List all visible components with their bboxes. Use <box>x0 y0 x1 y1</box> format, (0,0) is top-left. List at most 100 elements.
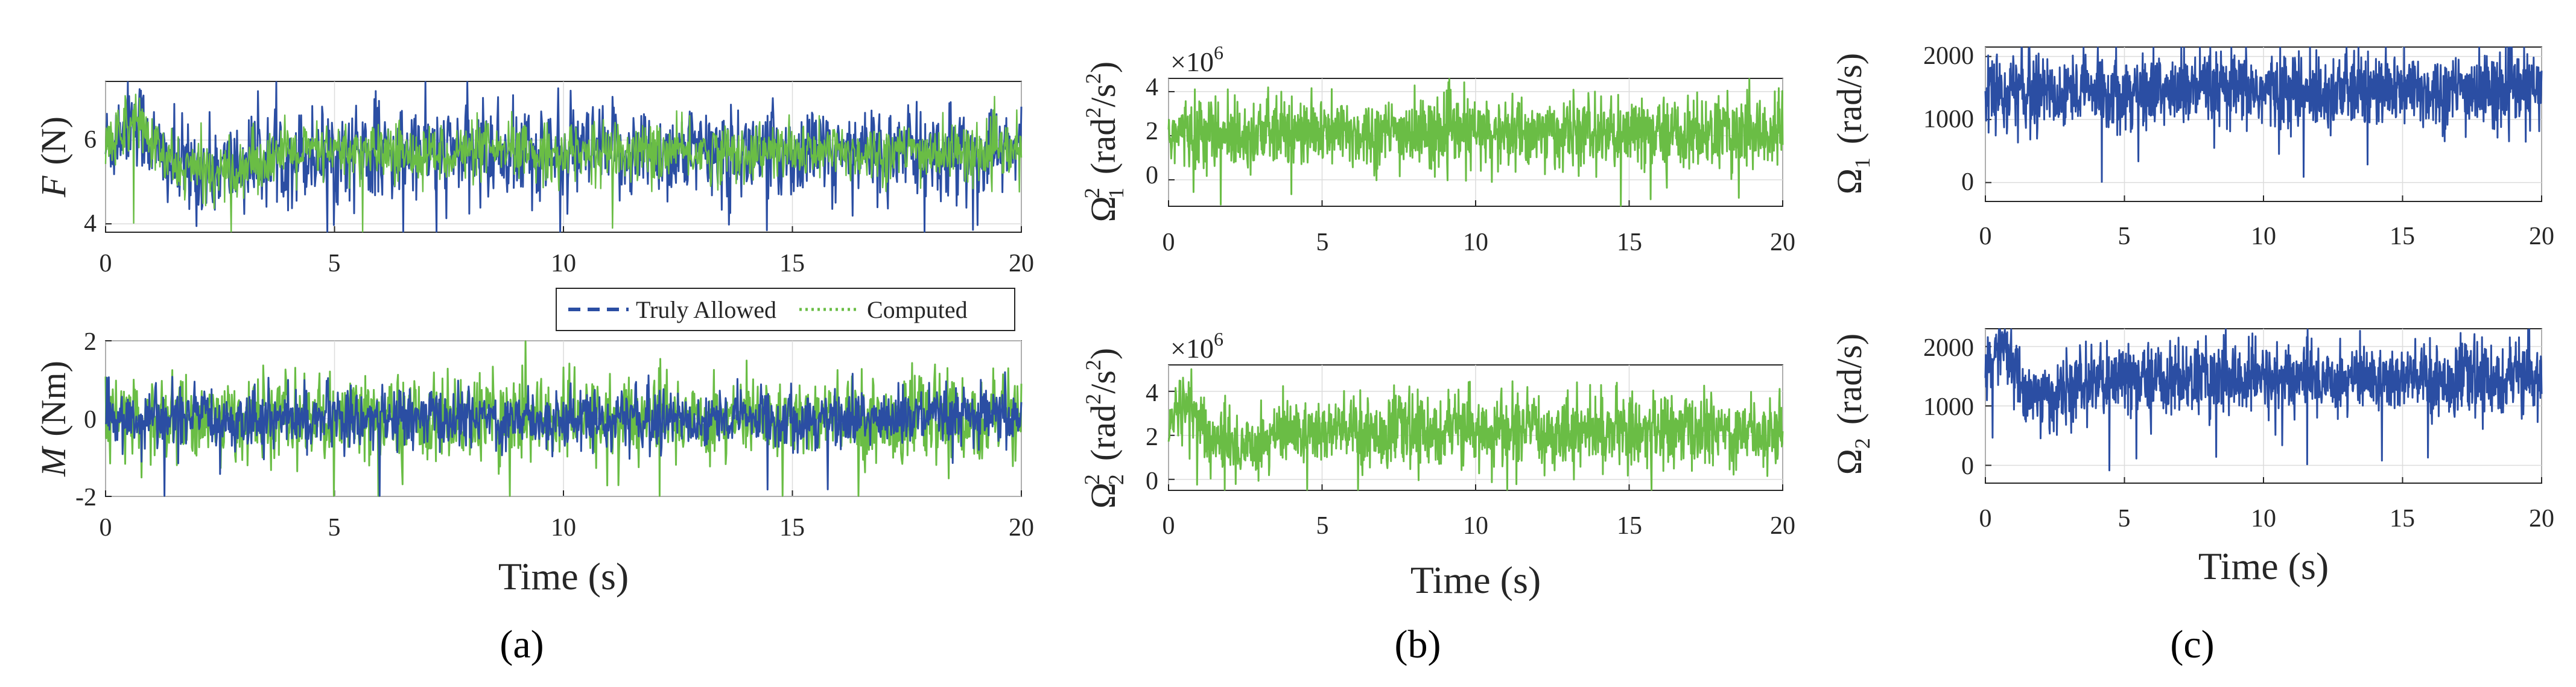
omega2-squared-series <box>1167 368 1784 491</box>
omega2-squared-multiplier-exp: 6 <box>1214 328 1223 350</box>
omega2-squared-ylabel-s: /s <box>1083 370 1123 394</box>
omega2-squared-ylabel-rad: (rad <box>1083 405 1123 461</box>
omega2-squared-ytick-0: 0 <box>1146 467 1158 495</box>
omega2-squared-ylabel-omega: Ω <box>1083 483 1123 508</box>
legend: Truly Allowed Computed <box>556 288 1015 331</box>
omega2-ytick-2000: 2000 <box>1923 334 1974 362</box>
moment-series-truly-allowed-line <box>104 371 1023 497</box>
omega1-ylabel-unit: (rad/s) <box>1830 53 1869 144</box>
moment-series <box>104 340 1023 497</box>
omega2-squared-ylabel: Ω22(rad2/s2) <box>1080 348 1128 509</box>
omega1-squared-xtick-20: 20 <box>1770 229 1795 256</box>
omega2-squared-multiplier-base: ×10 <box>1170 333 1214 364</box>
omega2-squared-ylabel-sub: 2 <box>1104 474 1128 485</box>
panel-label-b: (b) <box>1395 622 1441 666</box>
omega1-ytick-0: 0 <box>1961 168 1974 196</box>
force-series-computed-line <box>104 93 1023 233</box>
moment-xtick-20: 20 <box>1009 514 1034 542</box>
omega1-squared-ylabel-sup: 2 <box>1080 188 1104 198</box>
omega2-squared-ylabel-close: ) <box>1083 348 1123 359</box>
force-xtick-10: 10 <box>551 250 576 277</box>
force-ytick-6: 6 <box>84 126 97 154</box>
force-series <box>104 81 1023 233</box>
omega1-squared-multiplier-exp: 6 <box>1214 42 1223 63</box>
omega1-xtick-0: 0 <box>1979 223 1992 250</box>
omega2-squared-xlabel: Time (s) <box>1410 559 1541 601</box>
omega2-ytick-0: 0 <box>1961 452 1974 480</box>
omega2-squared-ytick-2: 2 <box>1146 423 1158 451</box>
omega1-squared-ylabel-sub: 1 <box>1104 188 1128 198</box>
omega2-squared-ylabel-sup: 2 <box>1080 474 1104 485</box>
moment-ytick-2: 2 <box>84 328 97 356</box>
omega1-ylabel-sub: 1 <box>1850 157 1874 168</box>
moment-ytick-neg2: -2 <box>75 484 97 511</box>
omega1-squared-ylabel-rad: (rad <box>1083 118 1123 174</box>
omega1-xtick-20: 20 <box>2529 223 2554 250</box>
moment-xtick-15: 15 <box>779 514 805 542</box>
omega2-xlabel: Time (s) <box>2198 545 2329 587</box>
omega1-squared-xtick-5: 5 <box>1316 229 1329 256</box>
omega2-ylabel-sub: 2 <box>1850 438 1874 449</box>
force-xtick-20: 20 <box>1009 250 1034 277</box>
omega1-squared-ytick-4: 4 <box>1146 74 1158 101</box>
omega1-ylabel-omega: Ω <box>1830 168 1869 194</box>
omega1-squared-xtick-0: 0 <box>1163 229 1175 256</box>
omega1-xtick-15: 15 <box>2390 223 2415 250</box>
moment-ytick-0: 0 <box>84 406 97 434</box>
omega2-squared-ytick-4: 4 <box>1146 379 1158 407</box>
omega2-squared-xtick-20: 20 <box>1770 512 1795 540</box>
omega1-ytick-1000: 1000 <box>1923 106 1974 133</box>
moment-xtick-0: 0 <box>100 514 112 542</box>
omega1-squared-ylabel-s-sup: 2 <box>1081 73 1105 84</box>
omega2-squared-multiplier: ×106 <box>1170 328 1223 364</box>
omega2-ylabel: Ω2 (rad/s) <box>1830 334 1874 475</box>
omega2-squared-ylabel-s-sup: 2 <box>1081 359 1105 370</box>
omega2-series <box>1984 328 2543 472</box>
panel-b-omega2-squared-chart: 0 5 10 15 20 0 2 4 ×106 Ω22(rad2/s2) Tim… <box>1080 328 1795 601</box>
force-xtick-15: 15 <box>779 250 805 277</box>
panel-a-moment-chart: 0 5 10 15 20 -2 0 2 M (Nm) Time (s) <box>34 328 1034 598</box>
omega2-squared-ylabel-rad-sup: 2 <box>1081 394 1105 405</box>
omega2-xtick-0: 0 <box>1979 505 1992 533</box>
force-ylabel-unit: (N) <box>34 116 73 165</box>
omega1-squared-ytick-0: 0 <box>1146 162 1158 189</box>
moment-xtick-5: 5 <box>328 514 341 542</box>
omega1-squared-ytick-2: 2 <box>1146 118 1158 145</box>
omega1-squared-ylabel-s: /s <box>1083 84 1123 107</box>
omega1-ylabel: Ω1 (rad/s) <box>1830 53 1874 194</box>
omega2-squared-xtick-10: 10 <box>1463 512 1488 540</box>
omega1-squared-xtick-10: 10 <box>1463 229 1488 256</box>
omega2-xtick-20: 20 <box>2529 505 2554 533</box>
force-ylabel: F (N) <box>34 116 73 198</box>
omega1-series <box>1984 46 2543 183</box>
omega2-squared-xtick-0: 0 <box>1163 512 1175 540</box>
legend-truly-allowed-label: Truly Allowed <box>636 296 776 323</box>
moment-xlabel: Time (s) <box>498 555 629 598</box>
omega1-squared-multiplier-base: ×10 <box>1170 46 1214 77</box>
panel-a-force-chart: 0 5 10 15 20 4 6 F (N) <box>34 81 1034 277</box>
panel-c-omega2-chart: 0 5 10 15 20 0 1000 2000 Ω2 (rad/s) Time … <box>1830 328 2554 587</box>
panel-label-a: (a) <box>500 622 544 666</box>
omega2-squared-series---line <box>1167 368 1784 491</box>
omega2-squared-xtick-15: 15 <box>1617 512 1642 540</box>
omega1-squared-xtick-15: 15 <box>1617 229 1642 256</box>
omega1-squared-ylabel-rad-sup: 2 <box>1081 107 1105 118</box>
moment-series-computed-line <box>104 340 1023 497</box>
omega2-xtick-5: 5 <box>2118 505 2131 533</box>
legend-box <box>556 288 1015 331</box>
moment-ylabel-unit: (Nm) <box>34 361 73 437</box>
omega1-squared-multiplier: ×106 <box>1170 42 1223 77</box>
moment-ylabel-var: M <box>34 446 73 477</box>
omega1-series---line <box>1984 46 2543 183</box>
moment-ylabel: M (Nm) <box>34 361 73 477</box>
moment-xtick-10: 10 <box>551 514 576 542</box>
legend-computed-label: Computed <box>867 296 968 323</box>
panel-c-omega1-chart: 0 5 10 15 20 0 1000 2000 Ω1 (rad/s) <box>1830 42 2554 250</box>
panel-label-c: (c) <box>2170 622 2214 666</box>
omega2-series---line <box>1984 328 2543 472</box>
omega2-ylabel-omega: Ω <box>1830 449 1869 475</box>
omega1-squared-series---line <box>1167 78 1784 207</box>
omega2-xtick-10: 10 <box>2251 505 2276 533</box>
omega2-ylabel-unit: (rad/s) <box>1830 334 1869 425</box>
